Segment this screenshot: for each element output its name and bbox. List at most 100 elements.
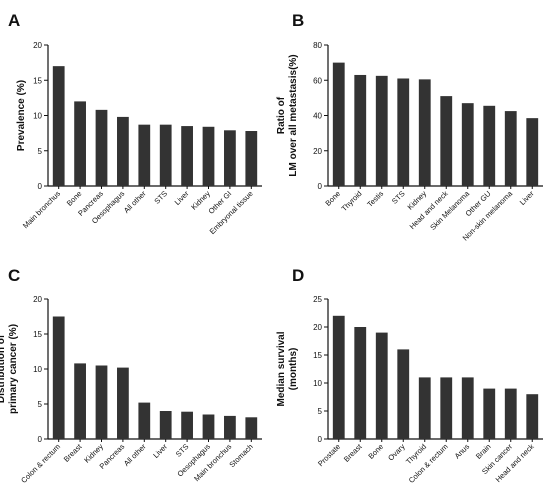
- bar: [95, 365, 108, 439]
- bar: [245, 131, 258, 186]
- y-tick-label: 0: [318, 435, 323, 444]
- y-tick-label: 40: [313, 112, 322, 121]
- bar: [159, 411, 172, 439]
- x-tick-label: Bone: [366, 442, 385, 461]
- bar: [159, 124, 172, 186]
- bar: [418, 377, 431, 439]
- x-tick-label: Breast: [62, 441, 84, 463]
- y-axis-label: (months): [288, 348, 299, 391]
- y-tick-label: 15: [33, 330, 42, 339]
- bar: [504, 111, 517, 186]
- y-tick-label: 0: [38, 435, 43, 444]
- bar: [74, 101, 86, 186]
- y-tick-label: 5: [38, 400, 43, 409]
- x-tick-label: STS: [152, 189, 169, 206]
- y-tick-label: 15: [33, 76, 42, 85]
- y-tick-label: 20: [33, 295, 42, 304]
- bar: [375, 75, 388, 186]
- bar: [181, 126, 193, 186]
- y-tick-label: 20: [33, 41, 42, 50]
- x-tick-label: Bone: [65, 189, 84, 208]
- bar: [224, 415, 236, 439]
- panel-d-chart: D Median survival (months) 0 5 10 15 20 25 Prosta…: [276, 266, 543, 485]
- bar: [224, 130, 236, 186]
- bar: [117, 367, 129, 439]
- x-tick-label: Liver: [518, 189, 536, 207]
- bar: [202, 126, 215, 186]
- bar: [181, 411, 193, 439]
- panel-letter: C: [8, 266, 20, 285]
- bar: [418, 79, 431, 186]
- bar: [483, 388, 496, 439]
- panel-letter: A: [8, 11, 20, 30]
- x-tick-label: Liver: [151, 442, 169, 460]
- y-axis-label: primary cancer (%): [8, 324, 19, 414]
- bar: [483, 105, 496, 186]
- panel-a-chart: A Prevalence (%) 0 5 10 15 20 Main bronchus Bone…: [8, 11, 262, 236]
- bar: [440, 377, 453, 439]
- y-tick-label: 20: [313, 323, 322, 332]
- panel-c-chart: C Distribution of primary cancer (%) 0 5 10 15…: [0, 266, 262, 485]
- bar: [138, 124, 151, 186]
- x-tick-label: Brain: [474, 442, 493, 461]
- bar: [74, 363, 86, 439]
- bar: [202, 414, 215, 439]
- x-tick-label: STS: [390, 189, 407, 206]
- bar: [526, 118, 539, 186]
- x-tick-label: Main bronchus: [21, 189, 62, 230]
- bar: [397, 78, 410, 186]
- bar: [354, 327, 367, 439]
- bar: [461, 103, 474, 186]
- x-tick-label: Bone: [323, 189, 342, 208]
- y-tick-label: 15: [313, 351, 322, 360]
- panel-letter: B: [292, 11, 304, 30]
- bar: [526, 394, 539, 439]
- panel-letter: D: [292, 266, 304, 285]
- y-axis-label: Distribution of: [0, 334, 7, 403]
- y-tick-label: 5: [318, 407, 323, 416]
- bar: [95, 109, 108, 186]
- y-tick-label: 60: [313, 76, 322, 85]
- bar: [461, 377, 474, 439]
- x-tick-label: Testis: [365, 189, 385, 209]
- x-tick-label: Anus: [453, 442, 472, 461]
- y-tick-label: 20: [313, 147, 322, 156]
- bar: [397, 349, 410, 439]
- y-axis-label: Prevalence (%): [16, 80, 27, 151]
- y-tick-label: 5: [38, 147, 43, 156]
- y-tick-label: 80: [313, 41, 322, 50]
- bar: [245, 417, 258, 439]
- y-axis-label: Median survival: [276, 331, 287, 406]
- x-tick-label: Colon & rectum: [407, 442, 450, 485]
- x-tick-label: Stomach: [227, 442, 254, 469]
- x-tick-label: Colon & rectum: [19, 442, 62, 485]
- bar: [52, 66, 65, 186]
- y-tick-label: 10: [33, 112, 42, 121]
- bar: [52, 316, 65, 439]
- panel-b-chart: B Ratio of LM over all metastasis(%) 0 20 40 6…: [276, 11, 543, 243]
- y-axis-label: LM over all metastasis(%): [288, 54, 299, 176]
- x-tick-label: Breast: [342, 441, 364, 463]
- x-tick-label: Head and neck: [494, 442, 536, 484]
- x-tick-label: All other: [122, 189, 148, 215]
- x-tick-label: All other: [122, 442, 148, 468]
- bar: [504, 388, 517, 439]
- y-tick-label: 0: [318, 182, 323, 191]
- x-tick-label: Prostate: [316, 442, 342, 468]
- bar: [440, 96, 453, 186]
- bar: [117, 116, 129, 186]
- bar: [354, 74, 367, 186]
- bar: [332, 315, 345, 439]
- x-tick-label: Liver: [173, 189, 191, 207]
- y-tick-label: 0: [38, 182, 43, 191]
- y-axis-label: Ratio of: [276, 96, 287, 134]
- x-tick-label: STS: [174, 442, 191, 459]
- y-tick-label: 10: [313, 379, 322, 388]
- x-tick-label: Thyroid: [340, 189, 364, 213]
- y-tick-label: 25: [313, 295, 322, 304]
- bar: [138, 402, 151, 439]
- bar: [375, 332, 388, 439]
- y-tick-label: 10: [33, 365, 42, 374]
- bar: [332, 62, 345, 186]
